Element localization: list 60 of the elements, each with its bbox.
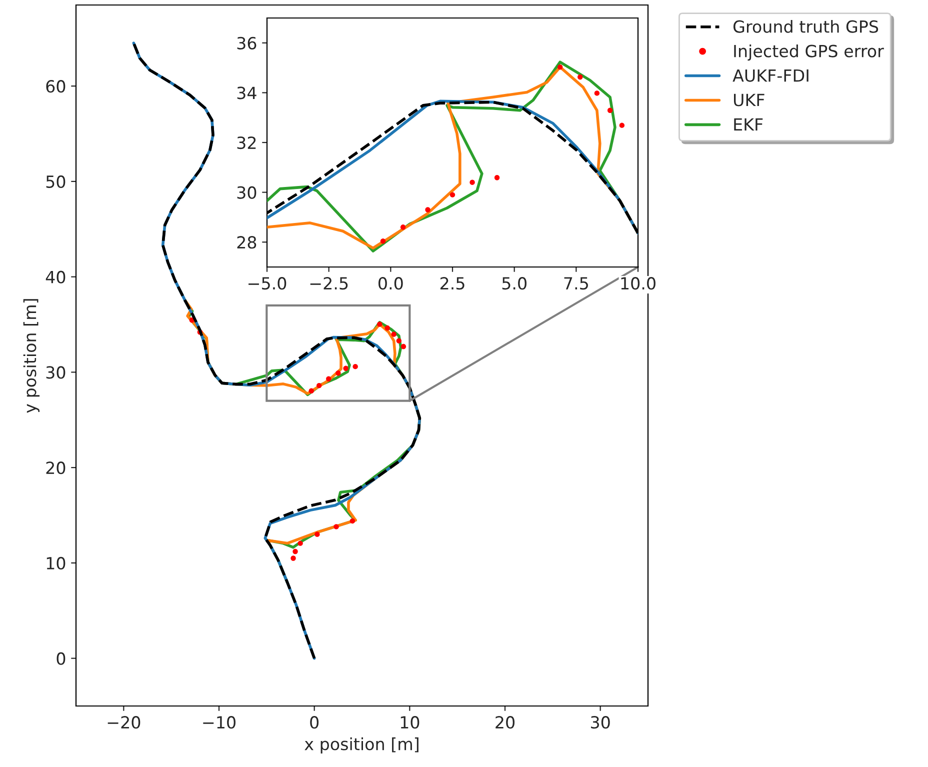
x-tick-label: 10.0 [621,277,656,290]
x-tick-label: 7.5 [564,277,588,290]
legend-label: Injected GPS error [734,44,884,61]
point [607,108,613,113]
point [292,548,298,554]
x-tick-label: 30 [591,716,610,729]
y-tick-label: 30 [46,366,66,379]
x-tick-label: 0.0 [378,277,403,290]
point [578,74,583,80]
point [336,370,341,376]
x-tick-label: 5.0 [502,277,526,290]
x-tick-label: 20 [496,716,514,729]
point [352,364,358,370]
y-tick-label: 34 [237,86,256,100]
y-tick-label: 28 [237,236,256,249]
point [380,238,386,244]
y-axis-title: y position [m] [23,299,40,413]
legend-label: EKF [734,118,763,131]
legend-label: Ground truth GPS [733,20,878,33]
x-tick-label: −20 [108,716,140,729]
point [425,207,430,212]
x-tick-label: 2.5 [440,277,464,290]
y-tick-label: 60 [46,80,66,93]
legend-label: AUKF-FDI [732,69,808,82]
x-tick-label: 0 [310,716,319,729]
point [298,540,303,546]
x-axis-title: x position [m] [304,737,418,754]
y-tick-label: 0 [56,652,66,665]
point [470,180,475,185]
point [314,532,320,537]
point [619,122,625,128]
point [316,382,322,388]
y-tick-label: 10 [46,556,66,570]
legend-label: UKF [734,94,764,106]
point [400,224,406,230]
y-tick-label: 20 [46,462,66,474]
point [391,332,396,337]
point [400,344,406,350]
y-tick-label: 40 [46,270,66,284]
point [308,388,314,394]
y-tick-label: 32 [237,136,256,150]
point [396,338,402,344]
point [290,556,296,561]
point [326,376,332,382]
x-tick-label: −5.0 [248,277,286,290]
y-tick-label: 36 [237,36,256,50]
y-tick-label: 30 [237,186,256,199]
point [450,192,456,198]
point [334,524,339,530]
y-tick-label: 50 [46,175,66,188]
point [384,325,390,331]
x-tick-label: −2.5 [310,277,348,290]
point [343,366,348,371]
point [494,175,500,180]
point [594,90,600,96]
x-tick-label: −10 [203,716,236,729]
x-tick-label: 10 [400,716,420,729]
point [557,64,563,70]
point [350,518,356,524]
point [377,322,382,327]
